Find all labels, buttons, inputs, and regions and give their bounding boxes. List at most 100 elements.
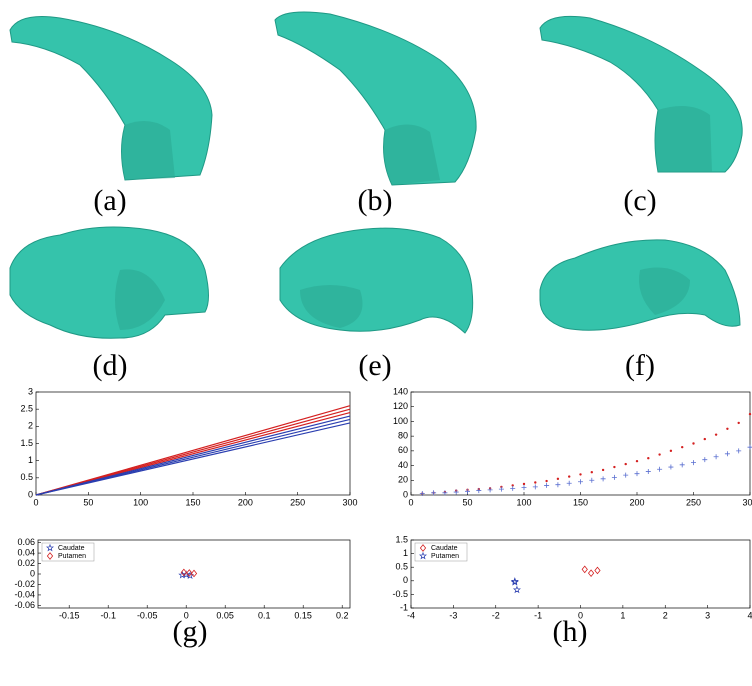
- y-tick-label: 120: [393, 401, 408, 411]
- point: [510, 577, 519, 586]
- y-tick-label: 0.5: [395, 562, 408, 572]
- panel-label: (d): [93, 349, 128, 382]
- point: [487, 487, 493, 493]
- point: [182, 570, 191, 578]
- point: [726, 427, 729, 430]
- x-tick-label: 100: [133, 497, 148, 507]
- legend-box: [414, 542, 468, 562]
- point: [668, 464, 674, 470]
- legend-marker: [419, 544, 427, 552]
- x-tick-label: 50: [462, 497, 472, 507]
- shape-f: [539, 239, 741, 331]
- x-tick-label: 250: [290, 497, 305, 507]
- point: [568, 475, 571, 478]
- legend-marker: [45, 543, 55, 552]
- point: [657, 466, 663, 472]
- x-tick-label: 0: [184, 610, 189, 620]
- legend-box: [41, 542, 95, 562]
- x-tick-label: 0.05: [216, 610, 234, 620]
- point: [544, 482, 550, 488]
- y-tick-label: -0.02: [14, 579, 35, 589]
- y-tick-label: 1.5: [395, 534, 408, 544]
- x-tick-label: 3: [705, 610, 710, 620]
- chart: -0.15 -0.1 -0.05 0 0.05 0.1 0.15 0.2 -0.06-0.04-…: [14, 537, 351, 620]
- y-tick-label: 0: [403, 489, 408, 499]
- y-tick-label: -1: [400, 602, 408, 612]
- x-tick-label: 0: [578, 610, 583, 620]
- x-tick-label: -4: [407, 610, 415, 620]
- y-tick-label: -0.04: [14, 589, 35, 599]
- point: [623, 472, 629, 478]
- plot-frame: [35, 391, 351, 496]
- point: [545, 479, 548, 483]
- x-tick-label: 100: [516, 497, 531, 507]
- panel-label: (f): [625, 349, 655, 382]
- x-tick-label: 1: [620, 610, 625, 620]
- x-tick-label: -1: [534, 610, 542, 620]
- point: [613, 465, 616, 469]
- x-tick-label: 4: [747, 610, 752, 620]
- x-tick-label: -2: [492, 610, 500, 620]
- chart: -4 -3 -2 -1 0 1 2 3 4 -1 -0.5 0 0.5 1 1.5 CaudatePutame…: [392, 534, 752, 620]
- shape-d: [9, 226, 209, 339]
- panel-label: (h): [553, 615, 588, 648]
- point: [578, 479, 583, 485]
- point: [511, 484, 514, 487]
- x-tick-label: 200: [629, 497, 644, 507]
- x-tick-label: 0.15: [294, 610, 312, 620]
- x-tick-label: -0.15: [59, 610, 80, 620]
- point: [190, 569, 198, 578]
- panel-label: (g): [173, 615, 208, 648]
- x-tick-label: 50: [83, 497, 93, 507]
- y-tick-label: 2.5: [20, 404, 33, 414]
- y-tick-label: 2: [28, 421, 33, 431]
- point: [581, 565, 588, 574]
- point: [714, 433, 718, 436]
- point: [178, 570, 187, 579]
- y-tick-label: 1: [403, 548, 408, 558]
- point: [442, 490, 448, 496]
- x-tick-label: 300: [742, 497, 752, 507]
- point: [611, 474, 617, 480]
- panel-label: (c): [623, 184, 656, 217]
- point: [658, 453, 661, 456]
- point: [692, 442, 695, 445]
- legend-label: Putamen: [431, 553, 459, 560]
- shape-b: [274, 11, 477, 186]
- point: [522, 482, 526, 486]
- x-tick-label: 2: [663, 610, 668, 620]
- point: [691, 460, 696, 466]
- y-tick-label: 1: [28, 455, 33, 465]
- chart: 0 50 100 150 200 250 300 0 20 40 60 80 100 120 140: [393, 386, 752, 507]
- y-tick-label: 140: [393, 386, 408, 396]
- y-tick-label: 3: [28, 386, 33, 396]
- point: [737, 421, 740, 425]
- point: [724, 451, 730, 457]
- shape-e: [279, 227, 474, 334]
- point: [669, 449, 673, 453]
- y-tick-label: 0.04: [17, 547, 35, 557]
- y-tick-label: 0: [28, 489, 33, 499]
- point: [453, 489, 459, 495]
- point: [748, 412, 752, 416]
- x-tick-label: -0.05: [137, 610, 158, 620]
- point: [556, 477, 560, 481]
- x-tick-label: 0.2: [336, 610, 349, 620]
- point: [589, 477, 595, 483]
- point: [635, 459, 639, 463]
- shape-c: [539, 15, 743, 173]
- x-tick-label: 0.1: [258, 610, 271, 620]
- y-tick-label: 0.5: [20, 472, 33, 482]
- point: [521, 485, 527, 491]
- y-tick-label: -0.06: [14, 600, 35, 610]
- legend-label: Putamen: [58, 553, 86, 560]
- point: [702, 457, 708, 463]
- point: [510, 577, 519, 585]
- point: [594, 566, 601, 575]
- x-tick-label: 300: [342, 497, 357, 507]
- point: [681, 445, 684, 449]
- x-tick-label: 200: [238, 497, 253, 507]
- point: [512, 585, 521, 594]
- point: [703, 437, 706, 441]
